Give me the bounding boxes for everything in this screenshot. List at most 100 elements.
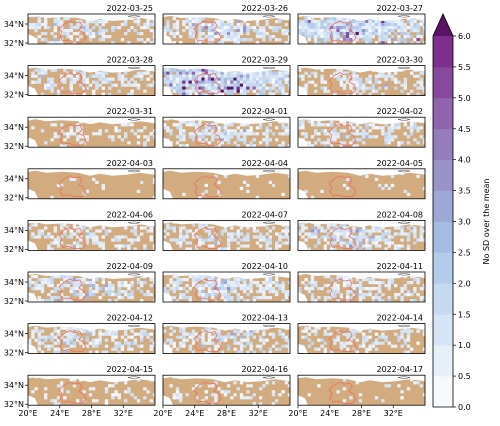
anomaly-cell xyxy=(69,299,73,302)
anomaly-cell xyxy=(394,247,398,251)
anomaly-cell xyxy=(416,281,420,285)
anomaly-cell xyxy=(336,74,340,78)
anomaly-cell xyxy=(40,287,45,291)
anomaly-cell xyxy=(88,235,93,239)
anomaly-cell xyxy=(72,26,77,30)
anomaly-cell xyxy=(252,144,256,148)
anomaly-cell xyxy=(37,80,41,84)
anomaly-cell xyxy=(330,20,334,24)
anomaly-cell xyxy=(104,399,109,403)
anomaly-cell xyxy=(413,29,417,33)
anomaly-cell xyxy=(307,232,311,236)
lake-area xyxy=(163,240,173,251)
anomaly-cell xyxy=(246,26,250,30)
anomaly-cell xyxy=(53,123,57,127)
anomaly-cell xyxy=(352,71,356,75)
anomaly-cell xyxy=(410,123,414,127)
anomaly-cell xyxy=(179,344,183,348)
panel-frame xyxy=(297,13,426,45)
anomaly-cell xyxy=(152,247,155,251)
sea-area xyxy=(28,375,155,383)
anomaly-cell xyxy=(79,135,83,139)
anomaly-cell xyxy=(371,296,375,300)
anomaly-cell xyxy=(201,299,205,302)
anomaly-cell xyxy=(381,38,385,42)
anomaly-cell xyxy=(265,141,269,145)
anomaly-cell xyxy=(198,132,202,136)
anomaly-cell xyxy=(188,74,192,78)
anomaly-cell xyxy=(217,20,221,24)
anomaly-cell xyxy=(381,235,385,239)
anomaly-cell xyxy=(207,32,212,36)
anomaly-cell xyxy=(95,284,99,288)
anomaly-cell xyxy=(352,29,356,33)
anomaly-cell xyxy=(179,244,183,248)
anomaly-cell xyxy=(220,141,224,145)
anomaly-cell xyxy=(217,35,221,39)
anomaly-cell xyxy=(287,174,290,178)
anomaly-cell xyxy=(378,38,382,42)
anomaly-cell xyxy=(330,247,334,251)
anomaly-cell xyxy=(352,132,356,136)
anomaly-cell xyxy=(400,290,404,294)
anomaly-cell xyxy=(265,296,269,300)
anomaly-cell xyxy=(422,23,425,27)
anomaly-cell xyxy=(79,293,83,297)
anomaly-cell xyxy=(400,23,404,27)
anomaly-cell xyxy=(249,86,253,90)
anomaly-cell xyxy=(268,235,272,239)
anomaly-cell xyxy=(307,235,311,239)
anomaly-cell xyxy=(227,77,231,81)
anomaly-cell xyxy=(243,238,247,242)
anomaly-cell xyxy=(182,132,186,136)
island xyxy=(127,170,141,173)
anomaly-cell xyxy=(92,387,96,391)
lat-tick-label: 32°N xyxy=(4,348,24,357)
anomaly-cell xyxy=(76,287,80,291)
anomaly-cell xyxy=(31,126,35,130)
region-outline xyxy=(193,381,222,404)
anomaly-cell xyxy=(281,126,285,130)
anomaly-cell xyxy=(346,71,350,75)
anomaly-cell xyxy=(211,129,215,133)
anomaly-cell xyxy=(255,23,260,27)
anomaly-cell xyxy=(198,120,202,124)
anomaly-cell xyxy=(304,232,308,236)
anomaly-cell xyxy=(207,38,212,42)
anomaly-cell xyxy=(175,123,180,127)
anomaly-cell xyxy=(342,378,347,382)
anomaly-cell xyxy=(239,347,244,351)
anomaly-cell xyxy=(317,20,321,24)
anomaly-cell xyxy=(79,83,83,87)
anomaly-cell xyxy=(342,41,347,44)
anomaly-cell xyxy=(76,326,80,330)
anomaly-cell xyxy=(214,299,218,302)
anomaly-cell xyxy=(265,74,269,78)
anomaly-cell xyxy=(217,71,221,75)
anomaly-cell xyxy=(214,20,218,24)
anomaly-cell xyxy=(220,74,224,78)
anomaly-cell xyxy=(342,399,347,403)
anomaly-cell xyxy=(220,335,224,339)
anomaly-cell xyxy=(211,335,215,339)
anomaly-cell xyxy=(281,281,285,285)
anomaly-cell xyxy=(85,232,89,236)
anomaly-cell xyxy=(108,290,112,294)
anomaly-cell xyxy=(188,344,192,348)
anomaly-cell xyxy=(101,35,105,39)
anomaly-cell xyxy=(252,402,256,406)
anomaly-cell xyxy=(198,244,202,248)
anomaly-cell xyxy=(230,290,234,294)
anomaly-cell xyxy=(92,20,96,24)
anomaly-cell xyxy=(204,83,208,87)
anomaly-cell xyxy=(410,35,414,39)
anomaly-cell xyxy=(85,80,89,84)
anomaly-cell xyxy=(236,144,240,148)
anomaly-cell xyxy=(413,123,417,127)
anomaly-cell xyxy=(179,396,183,400)
anomaly-cell xyxy=(166,20,170,24)
anomaly-cell xyxy=(365,23,369,27)
anomaly-cell xyxy=(416,329,420,333)
panel-frame xyxy=(27,323,156,355)
anomaly-cell xyxy=(166,338,170,342)
